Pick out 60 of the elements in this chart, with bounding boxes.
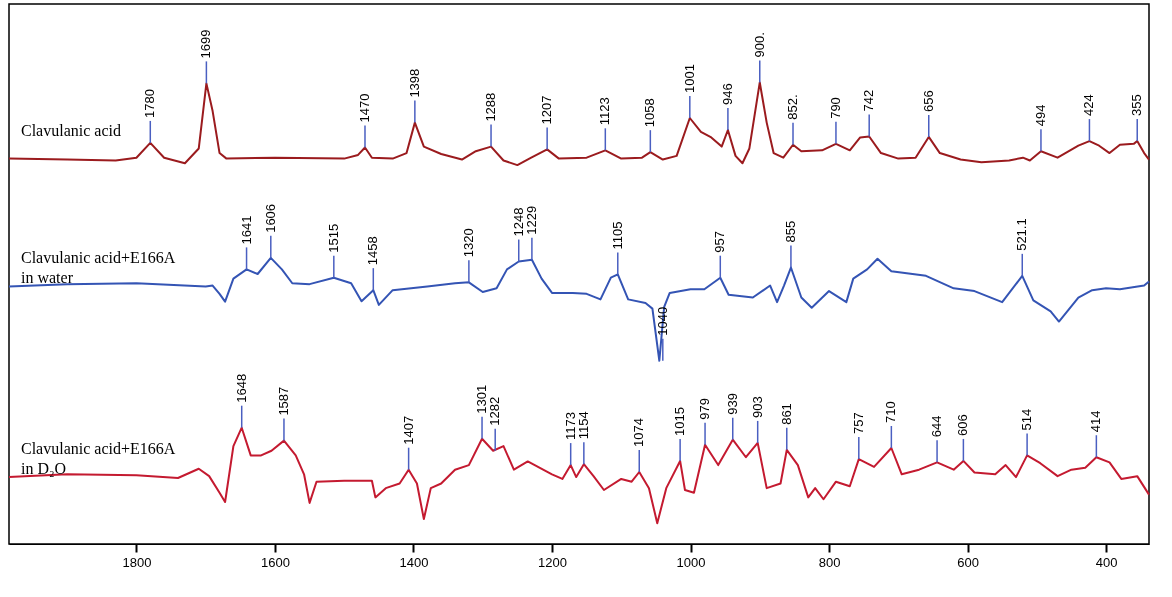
series-label: Clavulanic acid+E166A in water	[21, 249, 176, 287]
annotation: 1515	[325, 223, 341, 253]
x-tick-label: 1400	[399, 554, 429, 570]
annotation: 1015	[672, 407, 688, 436]
annotation: 521.1	[1014, 218, 1030, 251]
annotation: 414	[1088, 410, 1104, 433]
annotation: 852.	[785, 94, 801, 120]
annotation: 979	[697, 398, 713, 420]
x-tick-label: 800	[818, 554, 841, 570]
annotation: 1123	[597, 97, 613, 126]
annotation: 1780	[142, 89, 158, 118]
annotation: 1001	[681, 64, 697, 93]
annotation: 1040	[654, 306, 670, 336]
annotation: 957	[712, 230, 728, 253]
annotation: 903	[749, 396, 765, 418]
annotation: 855	[782, 220, 798, 243]
annotation: 861	[778, 403, 794, 425]
annotation: 1641	[238, 215, 254, 245]
annotation: 1229	[523, 205, 539, 235]
annotation: 710	[883, 401, 899, 423]
annotation: 946	[719, 83, 735, 105]
series-label: Clavulanic acid	[21, 121, 121, 139]
annotation: 1587	[275, 386, 291, 416]
annotation: 514	[1019, 408, 1035, 431]
annotation: 1288	[483, 92, 499, 122]
x-tick-label: 1200	[538, 554, 567, 570]
x-tick-label: 1600	[260, 554, 290, 570]
annotation: 1058	[642, 98, 658, 128]
x-tick-label: 1000	[676, 554, 706, 570]
annotation: 424	[1081, 94, 1097, 117]
annotation: 1248	[510, 207, 526, 237]
annotation: 1207	[539, 95, 555, 125]
annotation: 1074	[631, 418, 647, 447]
annotation: 757	[850, 412, 866, 435]
x-tick-label: 400	[1095, 554, 1118, 570]
annotation: 1282	[487, 396, 503, 426]
annotation: 494	[1032, 104, 1048, 127]
annotation: 1398	[406, 68, 422, 98]
annotation: 1105	[609, 221, 625, 250]
annotation: 606	[955, 414, 971, 436]
series-label: Clavulanic acid+E166A in D₂O	[21, 440, 176, 478]
annotation: 1648	[233, 373, 249, 403]
annotation: 1320	[460, 228, 476, 258]
annotation: 644	[929, 415, 945, 438]
annotation: 1173	[562, 412, 578, 441]
annotation: 656	[920, 90, 936, 112]
annotation: 1458	[365, 236, 381, 266]
x-tick-label: 600	[957, 554, 979, 570]
annotation: 1606	[262, 203, 278, 233]
annotation: 1699	[198, 29, 214, 59]
annotation: 355	[1129, 94, 1145, 117]
annotation: 1470	[356, 93, 372, 123]
annotation: 742	[861, 89, 877, 112]
annotation: 790	[827, 97, 843, 119]
x-tick-label: 1800	[122, 554, 152, 570]
annotation: 1301	[474, 384, 490, 414]
annotation: 900.	[751, 32, 767, 58]
annotation: 1154	[575, 411, 591, 440]
annotation: 939	[724, 392, 740, 415]
annotation: 1407	[400, 415, 416, 445]
